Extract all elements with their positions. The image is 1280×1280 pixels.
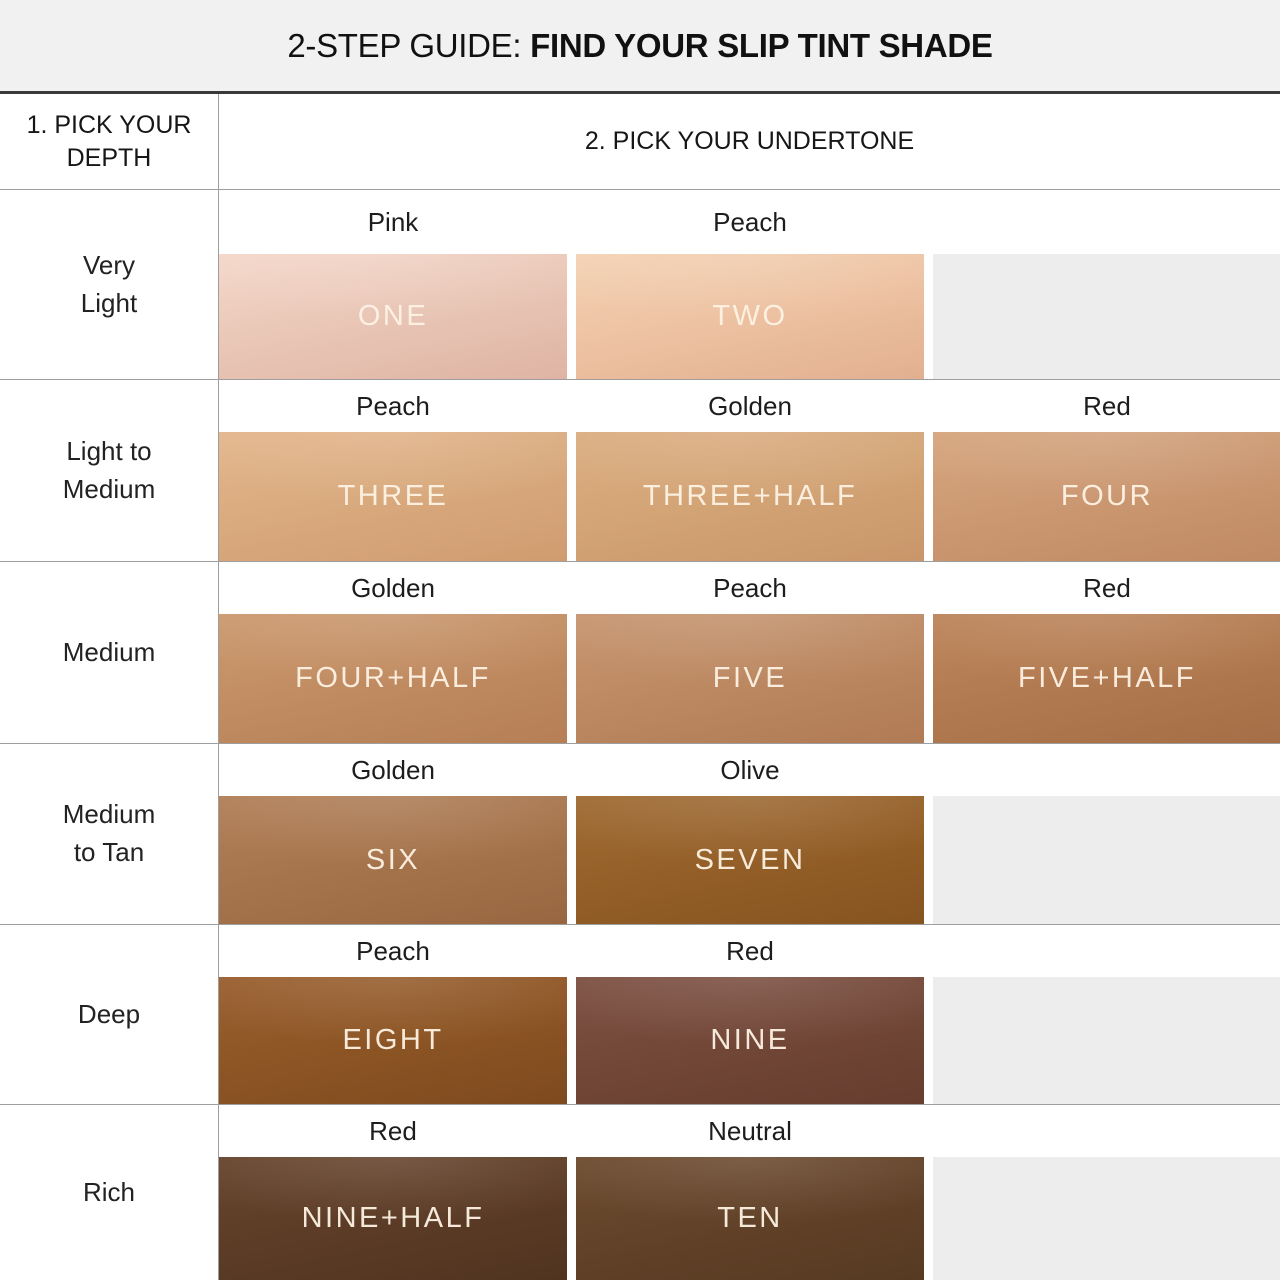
row-very-light: Very Light Pink ONE Peach TWO — [0, 190, 1280, 380]
swatch-five: FIVE — [576, 614, 924, 743]
shade-name: EIGHT — [342, 1024, 444, 1056]
undertone-label: Pink — [367, 206, 419, 237]
depth-label: Very Light — [0, 190, 219, 379]
undertone-label: Red — [1083, 572, 1131, 603]
shade-name: SIX — [365, 843, 421, 876]
undertone-label: Peach — [713, 206, 787, 237]
row-rich: Rich Red NINE+HALF Neutral TEN — [0, 1105, 1280, 1280]
undertone-label: Red — [1083, 390, 1131, 421]
shade-cell: Neutral TEN — [576, 1105, 924, 1280]
empty-swatch — [933, 254, 1280, 379]
undertone-label: Golden — [708, 390, 792, 421]
shade-cell: Golden FOUR+HALF — [219, 562, 567, 743]
shade-name: FIVE+HALF — [1017, 662, 1197, 694]
shade-name: TEN — [717, 1202, 783, 1234]
empty-cell — [933, 190, 1280, 379]
title-prefix: 2-STEP GUIDE: — [287, 26, 531, 64]
swatch-three: THREE — [219, 432, 567, 561]
shade-cell: Peach TWO — [576, 190, 924, 379]
shade-cell: Pink ONE — [219, 190, 567, 379]
depth-label: Deep — [0, 925, 219, 1104]
shade-cell: Golden SIX — [219, 744, 567, 924]
swatch-seven: SEVEN — [576, 796, 924, 924]
row-medium-to-tan: Medium to Tan Golden SIX Olive SEVEN — [0, 744, 1280, 925]
swatch-nine: NINE — [576, 977, 924, 1104]
empty-swatch — [933, 977, 1280, 1104]
undertone-label: Red — [726, 935, 774, 966]
depth-label: Light to Medium — [0, 380, 219, 561]
row-light-to-medium: Light to Medium Peach THREE Golden THREE… — [0, 380, 1280, 562]
shade-name: THREE — [337, 480, 449, 512]
shade-name: THREE+HALF — [642, 480, 858, 512]
swatch-ten: TEN — [576, 1157, 924, 1280]
undertone-label: Peach — [356, 935, 430, 966]
shade-name: FOUR+HALF — [295, 662, 491, 694]
shade-name: SEVEN — [694, 843, 806, 876]
shade-name: NINE — [710, 1024, 790, 1056]
undertone-label: Olive — [720, 754, 780, 785]
undertone-label: Neutral — [708, 1115, 792, 1146]
undertone-label: Peach — [713, 572, 787, 603]
shade-cell: Olive SEVEN — [576, 744, 924, 924]
title-bold: FIND YOUR SLIP TINT SHADE — [530, 26, 993, 64]
empty-cell — [933, 1105, 1280, 1280]
depth-label: Medium — [0, 562, 219, 743]
shade-cell: Red FOUR — [933, 380, 1280, 561]
row-deep: Deep Peach EIGHT Red NINE — [0, 925, 1280, 1105]
undertone-label: Peach — [356, 390, 430, 421]
depth-column-header: 1. PICK YOUR DEPTH — [0, 94, 219, 189]
swatch-four-half: FOUR+HALF — [219, 614, 567, 743]
shade-cell: Peach FIVE — [576, 562, 924, 743]
depth-label: Medium to Tan — [0, 744, 219, 924]
shade-cell: Red NINE+HALF — [219, 1105, 567, 1280]
swatch-three-half: THREE+HALF — [576, 432, 924, 561]
shade-name: TWO — [712, 300, 788, 332]
swatch-one: ONE — [219, 254, 567, 379]
undertone-column-header: 2. PICK YOUR UNDERTONE — [584, 127, 915, 155]
shade-cell: Red FIVE+HALF — [933, 562, 1280, 743]
depth-label: Rich — [0, 1105, 219, 1280]
shade-cell: Red NINE — [576, 925, 924, 1104]
empty-cell — [933, 925, 1280, 1104]
shade-cell: Peach THREE — [219, 380, 567, 561]
empty-cell — [933, 744, 1280, 924]
swatch-six: SIX — [219, 796, 567, 924]
shade-name: ONE — [357, 300, 429, 332]
table-header-row: 1. PICK YOUR DEPTH 2. PICK YOUR UNDERTON… — [0, 94, 1280, 190]
undertone-label: Golden — [351, 754, 435, 785]
shade-cell: Golden THREE+HALF — [576, 380, 924, 561]
swatch-eight: EIGHT — [219, 977, 567, 1104]
swatch-nine-half: NINE+HALF — [219, 1157, 567, 1280]
undertone-label: Golden — [351, 572, 435, 603]
shade-cell: Peach EIGHT — [219, 925, 567, 1104]
shade-name: FIVE — [712, 662, 788, 694]
swatch-five-half: FIVE+HALF — [933, 614, 1280, 743]
swatch-four: FOUR — [933, 432, 1280, 561]
row-medium: Medium Golden FOUR+HALF Peach FIVE — [0, 562, 1280, 744]
empty-swatch — [933, 796, 1280, 924]
swatch-two: TWO — [576, 254, 924, 379]
undertone-label: Red — [369, 1115, 417, 1146]
guide-title: 2-STEP GUIDE: FIND YOUR SLIP TINT SHADE — [0, 0, 1280, 94]
shade-name: NINE+HALF — [301, 1202, 485, 1234]
shade-name: FOUR — [1060, 480, 1154, 512]
empty-swatch — [933, 1157, 1280, 1280]
